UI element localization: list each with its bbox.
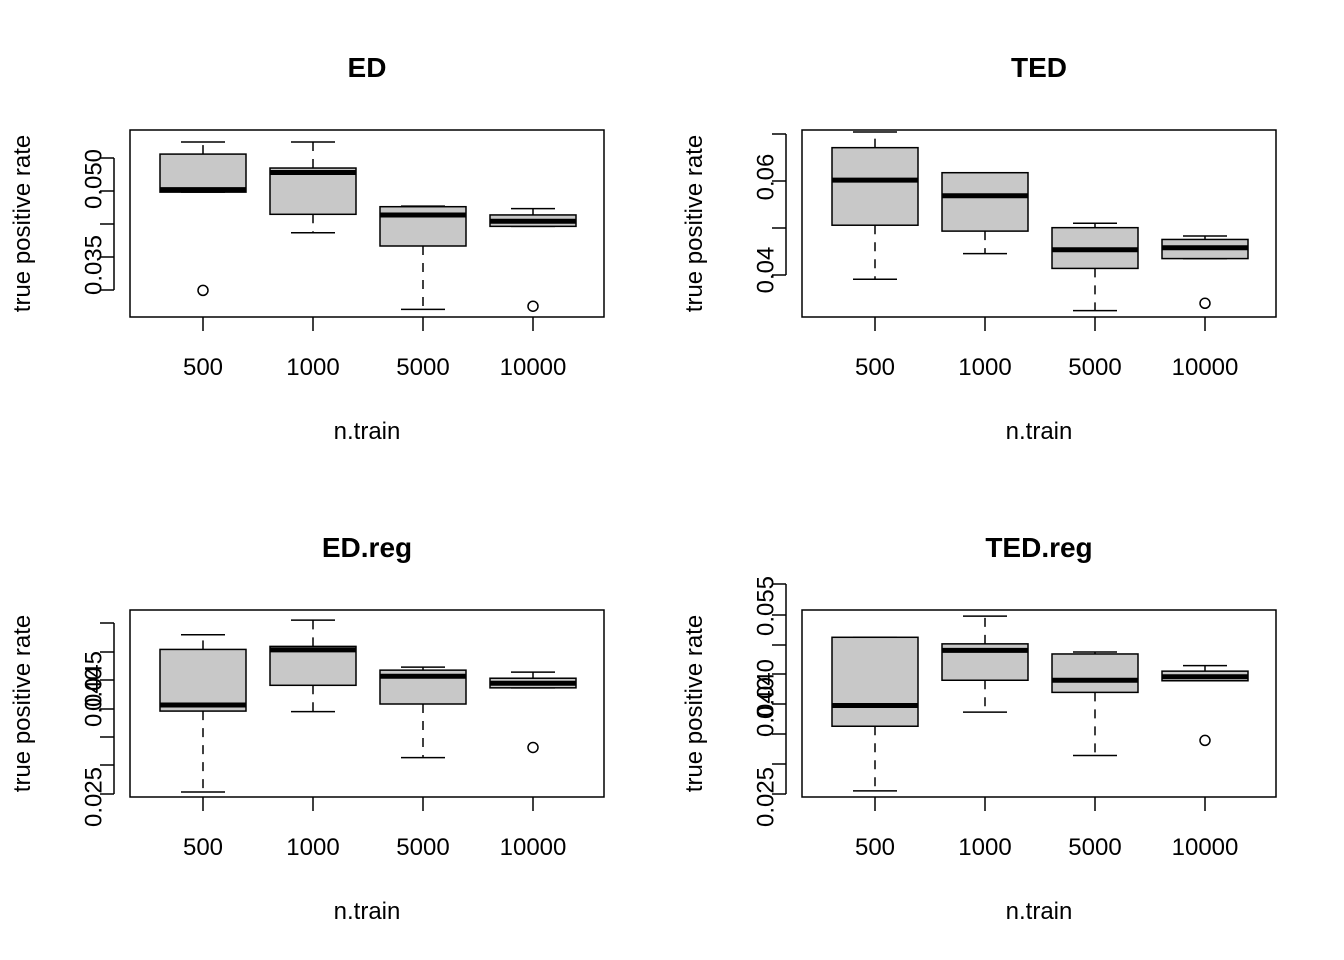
iqr-box	[159, 153, 247, 193]
panel-title: TED	[1011, 52, 1067, 83]
x-axis-label: n.train	[1006, 418, 1073, 445]
y-tick-label: 0.040	[753, 677, 780, 737]
x-axis-label: n.train	[334, 418, 401, 445]
y-axis-label: true positive rate	[9, 615, 36, 792]
box-1000	[269, 619, 357, 713]
y-tick-label: 0.040	[753, 659, 780, 719]
panel-ted-reg: TED.reg n.train true positive rate 0.025 0.0…	[681, 532, 1277, 925]
x-tick-label: 10000	[500, 834, 567, 861]
panel-title: ED	[348, 52, 387, 83]
box-1000	[269, 141, 357, 234]
iqr-box	[269, 645, 357, 687]
y-tick-label: 0.025	[81, 767, 108, 827]
outlier-point	[1199, 297, 1211, 310]
x-tick-label: 1000	[958, 834, 1011, 861]
y-tick-label: 0.050	[81, 149, 108, 209]
x-tick-label: 500	[855, 834, 895, 861]
plot-frame	[801, 129, 1277, 318]
x-tick-label: 1000	[286, 354, 339, 381]
y-tick-label: 0.04	[753, 247, 780, 294]
x-tick-label: 1000	[286, 834, 339, 861]
y-axis-label: true positive rate	[9, 135, 36, 312]
x-tick-label: 1000	[958, 354, 1011, 381]
box-5000	[1051, 222, 1139, 312]
plot-frame	[129, 609, 605, 798]
y-tick-label: 0.06	[753, 154, 780, 201]
x-tick-label: 500	[855, 354, 895, 381]
iqr-box	[159, 648, 247, 712]
y-tick-label: 0.035	[81, 235, 108, 295]
panel-title: ED.reg	[322, 532, 412, 563]
box-10000	[1161, 664, 1249, 747]
box-500	[831, 636, 919, 792]
box-10000	[1161, 235, 1249, 310]
box-10000	[489, 207, 577, 312]
box-5000	[379, 666, 467, 759]
iqr-box	[269, 167, 357, 216]
x-tick-label: 5000	[396, 354, 449, 381]
box-10000	[489, 671, 577, 754]
box-500	[159, 634, 247, 793]
x-tick-label: 5000	[1068, 354, 1121, 381]
x-tick-label: 500	[183, 834, 223, 861]
box-500	[831, 131, 919, 280]
x-tick-label: 500	[183, 354, 223, 381]
iqr-box	[831, 146, 919, 226]
x-axis-label: n.train	[334, 898, 401, 925]
x-tick-label: 10000	[1172, 834, 1239, 861]
x-tick-label: 10000	[1172, 354, 1239, 381]
plot-frame	[801, 609, 1277, 798]
box-5000	[379, 205, 467, 311]
x-tick-label: 10000	[500, 354, 567, 381]
x-axis-label: n.train	[1006, 898, 1073, 925]
box-1000	[941, 171, 1029, 255]
y-tick-label: 0.045	[81, 651, 108, 711]
plot-frame	[129, 129, 605, 318]
iqr-box	[1051, 653, 1139, 694]
iqr-box	[941, 171, 1029, 232]
box-500	[159, 141, 247, 297]
panel-ed: ED n.train true positive rate 0.035 0.050 500…	[9, 52, 605, 445]
panel-ed-reg: ED.reg n.train true positive rate 0.025 0.04…	[9, 532, 605, 925]
y-tick-label: 0.025	[753, 767, 780, 827]
x-tick-label: 5000	[1068, 834, 1121, 861]
box-5000	[1051, 651, 1139, 757]
y-axis-label: true positive rate	[681, 615, 708, 792]
y-axis-label: true positive rate	[681, 135, 708, 312]
y-tick-label: 0.055	[753, 576, 780, 636]
outlier-point	[1199, 734, 1211, 747]
iqr-box	[831, 636, 919, 727]
outlier-point	[197, 284, 209, 297]
outlier-point	[527, 300, 539, 312]
y-tick-label: 0.040	[81, 667, 108, 727]
x-tick-label: 5000	[396, 834, 449, 861]
panel-ted: TED n.train true positive rate 0.04 0.06 500 1…	[681, 52, 1277, 445]
panel-title: TED.reg	[985, 532, 1092, 563]
outlier-point	[527, 741, 539, 754]
box-1000	[941, 615, 1029, 713]
